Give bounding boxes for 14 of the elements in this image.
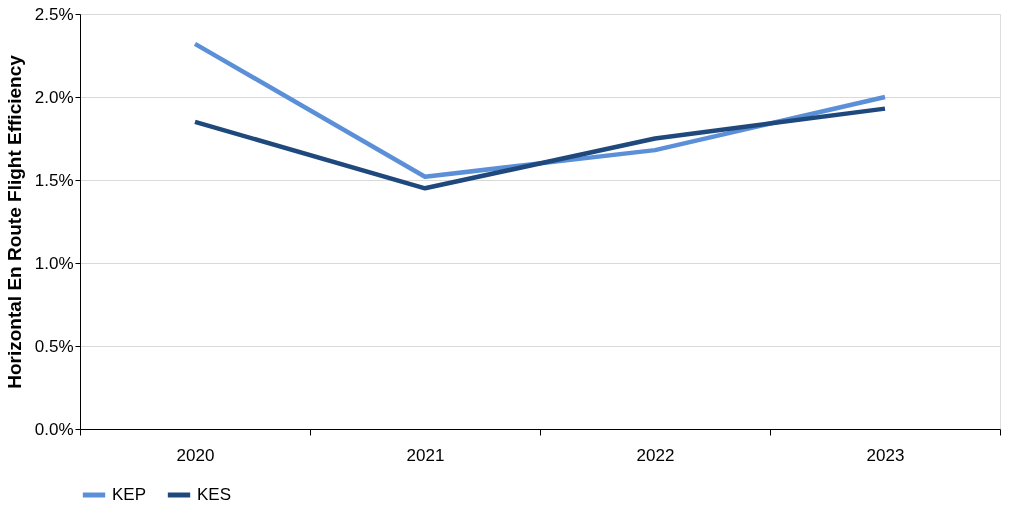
x-tick-label: 2021 xyxy=(406,445,445,465)
x-tick-label: 2023 xyxy=(866,445,905,465)
y-tick-label: 2.5% xyxy=(34,4,74,24)
line-series xyxy=(192,106,888,191)
x-tick-label: 2020 xyxy=(176,445,215,465)
legend-label: KEP xyxy=(112,485,147,504)
y-tick-label: 1.0% xyxy=(34,253,74,273)
y-tick-label: 0.0% xyxy=(34,419,74,439)
y-tick-label: 2.0% xyxy=(34,87,74,107)
y-axis-title: Horizontal En Route Flight Efficiency xyxy=(3,54,25,389)
legend-label: KES xyxy=(197,485,232,504)
y-tick-label: 0.5% xyxy=(34,336,74,356)
y-tick-label: 1.5% xyxy=(34,170,74,190)
x-tick-label: 2022 xyxy=(636,445,675,465)
